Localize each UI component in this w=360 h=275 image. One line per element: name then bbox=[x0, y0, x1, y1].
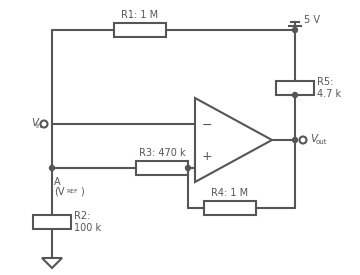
Text: −: − bbox=[202, 119, 212, 131]
Text: out: out bbox=[316, 139, 328, 145]
Circle shape bbox=[185, 166, 190, 170]
Text: R3: 470 k: R3: 470 k bbox=[139, 148, 185, 158]
Text: R1: 1 M: R1: 1 M bbox=[121, 10, 158, 20]
Bar bbox=[33, 215, 71, 229]
Circle shape bbox=[292, 138, 297, 142]
Text: A: A bbox=[54, 177, 60, 187]
Text: ): ) bbox=[80, 187, 84, 197]
Text: REF: REF bbox=[66, 189, 78, 194]
Bar bbox=[114, 23, 166, 37]
Text: R5:
4.7 k: R5: 4.7 k bbox=[317, 77, 341, 99]
Text: (V: (V bbox=[54, 187, 64, 197]
Text: in: in bbox=[36, 123, 42, 129]
Circle shape bbox=[292, 92, 297, 98]
Circle shape bbox=[300, 136, 306, 144]
Circle shape bbox=[40, 120, 48, 128]
Bar bbox=[136, 161, 188, 175]
Polygon shape bbox=[42, 258, 62, 268]
Circle shape bbox=[50, 166, 54, 170]
Bar bbox=[276, 81, 314, 95]
Text: R4: 1 M: R4: 1 M bbox=[211, 188, 248, 198]
Text: V: V bbox=[31, 118, 38, 128]
Text: 5 V: 5 V bbox=[304, 15, 320, 25]
Text: +: + bbox=[202, 150, 213, 164]
Bar bbox=[204, 201, 256, 215]
Text: R2:
100 k: R2: 100 k bbox=[74, 211, 101, 233]
Circle shape bbox=[292, 28, 297, 32]
Text: V: V bbox=[310, 134, 317, 144]
Polygon shape bbox=[195, 98, 272, 182]
